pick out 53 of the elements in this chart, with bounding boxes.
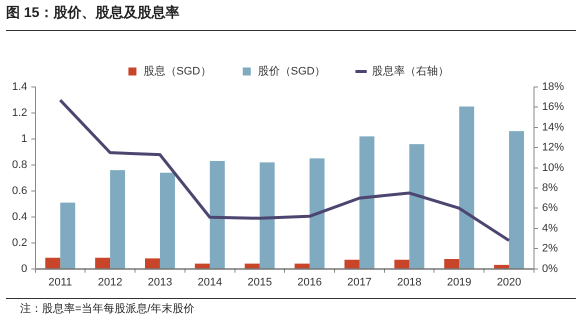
bar [459, 106, 474, 268]
y2-tick-label: 14% [542, 121, 564, 134]
bar [344, 260, 360, 268]
x-tick-label: 2019 [446, 276, 472, 288]
y2-tick-label: 18% [542, 81, 564, 94]
y2-tick-label: 2% [542, 242, 558, 255]
bar [310, 158, 325, 268]
y2-tick-label: 0% [542, 262, 558, 275]
y-tick-label: 1.4 [12, 81, 28, 94]
y2-tick-label: 10% [542, 162, 564, 174]
y-tick-label: 0 [21, 262, 28, 275]
bar [509, 131, 524, 268]
legend-label: 股价（SGD） [258, 66, 326, 78]
x-tick-label: 2015 [247, 276, 272, 288]
bar [244, 264, 260, 268]
y2-tick-label: 8% [542, 182, 558, 194]
bar [394, 260, 410, 268]
y-tick-label: 0.8 [12, 158, 28, 171]
y-tick-label: 1.2 [12, 107, 28, 120]
x-tick-label: 2017 [347, 276, 372, 288]
bar [110, 170, 126, 268]
bar [210, 161, 225, 268]
x-tick-label: 2016 [297, 276, 322, 288]
bar [409, 144, 424, 268]
y2-tick-label: 12% [542, 142, 564, 154]
bar [45, 258, 60, 268]
legend-label: 股息率（右轴） [372, 64, 450, 78]
bar [494, 264, 510, 268]
bar [260, 162, 275, 268]
bar [294, 264, 310, 268]
bar [95, 258, 110, 268]
text: 注：股息率=当年每股派息/年末股价 [20, 302, 194, 316]
legend-label: 股息（SGD） [143, 64, 212, 78]
x-tick-label: 2011 [48, 276, 72, 288]
y-tick-label: 0.6 [12, 184, 28, 197]
bar [359, 136, 374, 268]
bar [60, 202, 76, 268]
x-tick-label: 2018 [397, 276, 422, 288]
x-tick-label: 2013 [148, 276, 172, 288]
bar [444, 259, 460, 268]
bar [160, 172, 175, 268]
y2-tick-label: 16% [542, 101, 564, 114]
x-tick-label: 2020 [496, 276, 522, 288]
y-tick-label: 0.2 [12, 236, 28, 249]
y2-tick-label: 6% [542, 202, 558, 214]
x-tick-label: 2012 [98, 276, 122, 288]
bar [145, 258, 160, 268]
y-tick-label: 0.4 [12, 210, 28, 223]
bar [194, 264, 210, 268]
chart-title: 图 15：股价、股息及股息率 [6, 4, 180, 22]
x-tick-label: 2014 [198, 276, 222, 288]
y-tick-label: 1 [21, 132, 28, 145]
y2-tick-label: 4% [542, 222, 558, 234]
